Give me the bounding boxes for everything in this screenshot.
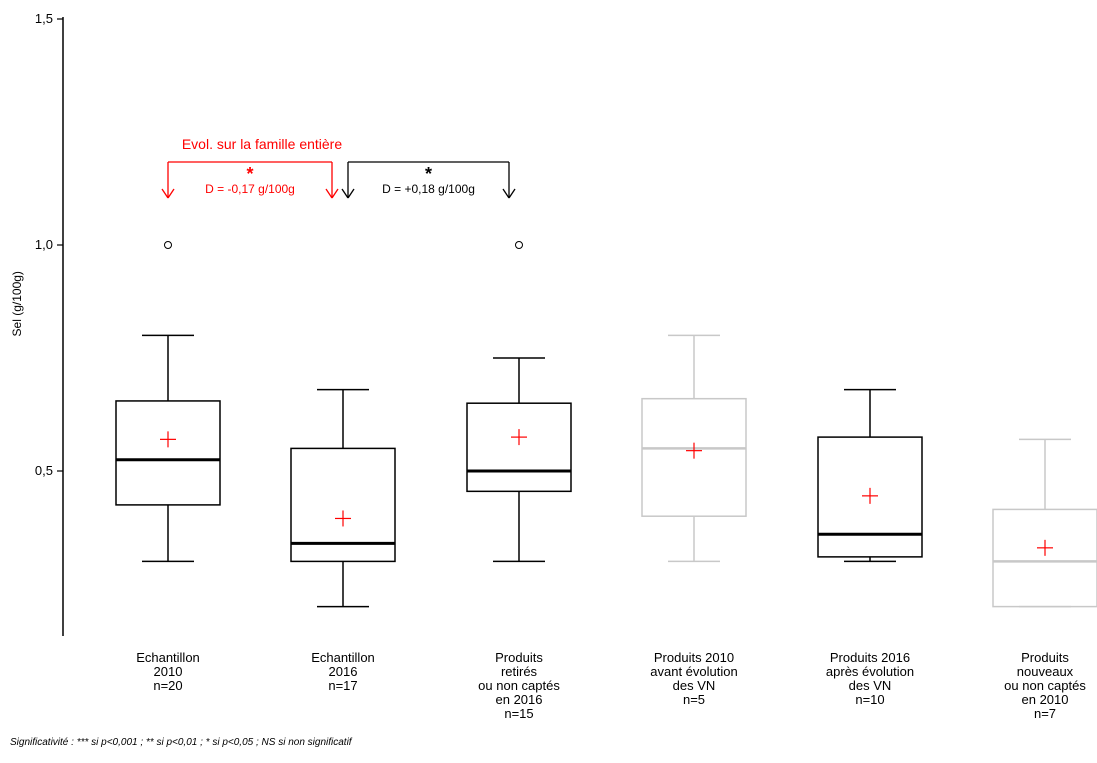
- category-label: Produits 2016: [830, 650, 910, 665]
- y-tick-label: 0,5: [35, 463, 53, 478]
- category-label: Echantillon: [311, 650, 375, 665]
- category-label: en 2016: [496, 692, 543, 707]
- category-label: n=5: [683, 692, 705, 707]
- category-label: 2016: [329, 664, 358, 679]
- significance-bracket: [161, 161, 339, 199]
- category-label: Produits: [1021, 650, 1069, 665]
- arrow-head-left: [325, 188, 333, 199]
- y-axis-label: Sel (g/100g): [10, 271, 24, 336]
- bracket-title: Evol. sur la famille entière: [182, 136, 343, 152]
- category-label: Echantillon: [136, 650, 200, 665]
- arrow-head-right: [508, 188, 516, 199]
- category-label: n=15: [504, 706, 533, 721]
- category-label: n=20: [153, 678, 182, 693]
- category-label: n=17: [328, 678, 357, 693]
- significance-star: *: [246, 164, 253, 184]
- box-iqr: [817, 436, 923, 558]
- y-tick-label: 1,0: [35, 237, 53, 252]
- y-tick-label: 1,5: [35, 11, 53, 26]
- category-label: n=10: [855, 692, 884, 707]
- category-label: ou non captés: [1004, 678, 1086, 693]
- category-label: 2010: [154, 664, 183, 679]
- category-label: des VN: [849, 678, 892, 693]
- arrow-head-left: [161, 188, 169, 199]
- outlier-point: [515, 241, 523, 249]
- significance-bracket: [341, 161, 516, 199]
- category-label: avant évolution: [650, 664, 737, 679]
- box-iqr: [466, 402, 572, 493]
- category-label: Produits 2010: [654, 650, 734, 665]
- box-iqr: [115, 400, 221, 506]
- arrow-head-left: [341, 188, 349, 199]
- category-label: nouveaux: [1017, 664, 1074, 679]
- arrow-head-right: [167, 188, 175, 199]
- significance-footnote: Significativité : *** si p<0,001 ; ** si…: [10, 737, 352, 748]
- category-label: en 2010: [1022, 692, 1069, 707]
- difference-label: D = +0,18 g/100g: [382, 182, 475, 196]
- category-label: après évolution: [826, 664, 914, 679]
- arrow-head-right: [331, 188, 339, 199]
- category-label: des VN: [673, 678, 716, 693]
- category-label: n=7: [1034, 706, 1056, 721]
- category-label: ou non captés: [478, 678, 560, 693]
- box-iqr: [992, 508, 1097, 608]
- outlier-point: [164, 241, 172, 249]
- category-label: Produits: [495, 650, 543, 665]
- box-iqr: [290, 447, 396, 563]
- box-iqr: [641, 397, 747, 517]
- arrow-head-left: [502, 188, 510, 199]
- difference-label: D = -0,17 g/100g: [205, 182, 295, 196]
- category-label: retirés: [501, 664, 538, 679]
- significance-star: *: [425, 164, 432, 184]
- arrow-head-right: [347, 188, 355, 199]
